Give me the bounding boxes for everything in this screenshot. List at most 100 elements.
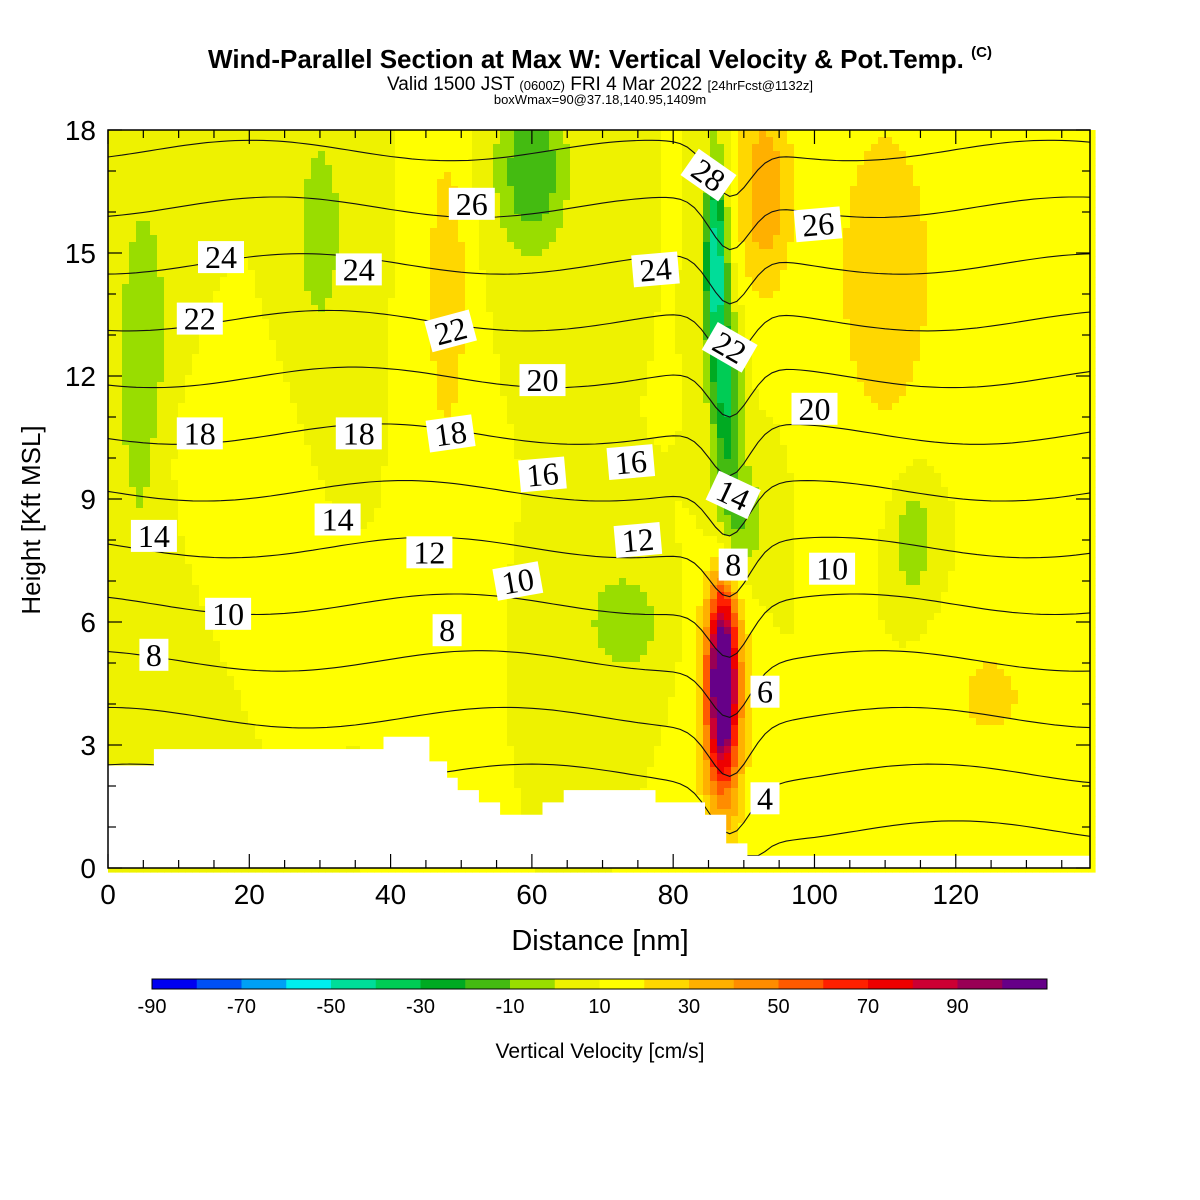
velocity-cell bbox=[269, 361, 277, 369]
velocity-cell bbox=[164, 263, 172, 271]
velocity-cell bbox=[108, 753, 116, 761]
velocity-cell bbox=[325, 683, 333, 691]
velocity-cell bbox=[234, 487, 242, 495]
velocity-cell bbox=[234, 361, 242, 369]
velocity-cell bbox=[276, 732, 284, 740]
velocity-cell bbox=[171, 480, 179, 488]
velocity-cell bbox=[220, 144, 228, 152]
velocity-cell bbox=[367, 137, 375, 145]
velocity-cell bbox=[234, 452, 242, 460]
velocity-cell bbox=[129, 312, 137, 320]
velocity-cell bbox=[346, 704, 354, 712]
velocity-cell bbox=[262, 550, 270, 558]
velocity-cell bbox=[276, 389, 284, 397]
velocity-cell bbox=[297, 137, 305, 145]
velocity-cell bbox=[122, 585, 130, 593]
velocity-cell bbox=[311, 207, 319, 215]
velocity-cell bbox=[276, 368, 284, 376]
velocity-cell bbox=[108, 207, 116, 215]
velocity-cell bbox=[339, 466, 347, 474]
velocity-cell bbox=[297, 508, 305, 516]
velocity-cell bbox=[262, 284, 270, 292]
velocity-cell bbox=[423, 298, 431, 306]
velocity-cell bbox=[192, 214, 200, 222]
velocity-cell bbox=[206, 725, 214, 733]
velocity-cell bbox=[360, 368, 368, 376]
velocity-cell bbox=[192, 452, 200, 460]
velocity-cell bbox=[192, 564, 200, 572]
velocity-cell bbox=[255, 634, 263, 642]
velocity-cell bbox=[276, 319, 284, 327]
velocity-cell bbox=[304, 585, 312, 593]
velocity-cell bbox=[150, 214, 158, 222]
velocity-cell bbox=[178, 410, 186, 418]
velocity-cell bbox=[430, 242, 438, 250]
velocity-cell bbox=[311, 557, 319, 565]
velocity-cell bbox=[199, 144, 207, 152]
velocity-cell bbox=[199, 690, 207, 698]
velocity-cell bbox=[199, 228, 207, 236]
velocity-cell bbox=[199, 508, 207, 516]
velocity-cell bbox=[339, 606, 347, 614]
velocity-cell bbox=[416, 732, 424, 740]
velocity-cell bbox=[241, 200, 249, 208]
velocity-cell bbox=[318, 172, 326, 180]
velocity-cell bbox=[360, 550, 368, 558]
velocity-cell bbox=[157, 214, 165, 222]
velocity-cell bbox=[122, 179, 130, 187]
velocity-cell bbox=[283, 557, 291, 565]
velocity-cell bbox=[269, 368, 277, 376]
velocity-cell bbox=[367, 410, 375, 418]
velocity-cell bbox=[409, 256, 417, 264]
velocity-cell bbox=[395, 697, 403, 705]
velocity-cell bbox=[325, 494, 333, 502]
velocity-cell bbox=[255, 438, 263, 446]
velocity-cell bbox=[409, 599, 417, 607]
velocity-cell bbox=[234, 641, 242, 649]
velocity-cell bbox=[374, 704, 382, 712]
velocity-cell bbox=[346, 634, 354, 642]
velocity-cell bbox=[374, 284, 382, 292]
velocity-cell bbox=[332, 494, 340, 502]
velocity-cell bbox=[234, 739, 242, 747]
velocity-cell bbox=[185, 249, 193, 257]
velocity-cell bbox=[199, 277, 207, 285]
velocity-cell bbox=[388, 634, 396, 642]
velocity-cell bbox=[416, 515, 424, 523]
velocity-cell bbox=[297, 256, 305, 264]
velocity-cell bbox=[213, 494, 221, 502]
velocity-cell bbox=[332, 620, 340, 628]
velocity-cell bbox=[262, 564, 270, 572]
velocity-cell bbox=[388, 130, 396, 138]
velocity-cell bbox=[192, 193, 200, 201]
velocity-cell bbox=[388, 375, 396, 383]
velocity-cell bbox=[395, 571, 403, 579]
velocity-cell bbox=[360, 585, 368, 593]
velocity-cell bbox=[276, 662, 284, 670]
velocity-cell bbox=[213, 585, 221, 593]
velocity-cell bbox=[409, 270, 417, 278]
velocity-cell bbox=[325, 711, 333, 719]
velocity-cell bbox=[220, 508, 228, 516]
velocity-cell bbox=[241, 186, 249, 194]
velocity-cell bbox=[199, 725, 207, 733]
velocity-cell bbox=[122, 690, 130, 698]
velocity-cell bbox=[332, 305, 340, 313]
velocity-cell bbox=[276, 312, 284, 320]
velocity-cell bbox=[339, 151, 347, 159]
velocity-cell bbox=[402, 277, 410, 285]
velocity-cell bbox=[304, 158, 312, 166]
velocity-cell bbox=[381, 263, 389, 271]
velocity-cell bbox=[206, 585, 214, 593]
velocity-cell bbox=[346, 606, 354, 614]
velocity-cell bbox=[115, 606, 123, 614]
velocity-cell bbox=[164, 270, 172, 278]
velocity-cell bbox=[332, 662, 340, 670]
velocity-cell bbox=[269, 571, 277, 579]
velocity-cell bbox=[367, 284, 375, 292]
velocity-cell bbox=[192, 389, 200, 397]
velocity-cell bbox=[283, 263, 291, 271]
velocity-cell bbox=[283, 347, 291, 355]
velocity-cell bbox=[388, 683, 396, 691]
velocity-cell bbox=[388, 200, 396, 208]
